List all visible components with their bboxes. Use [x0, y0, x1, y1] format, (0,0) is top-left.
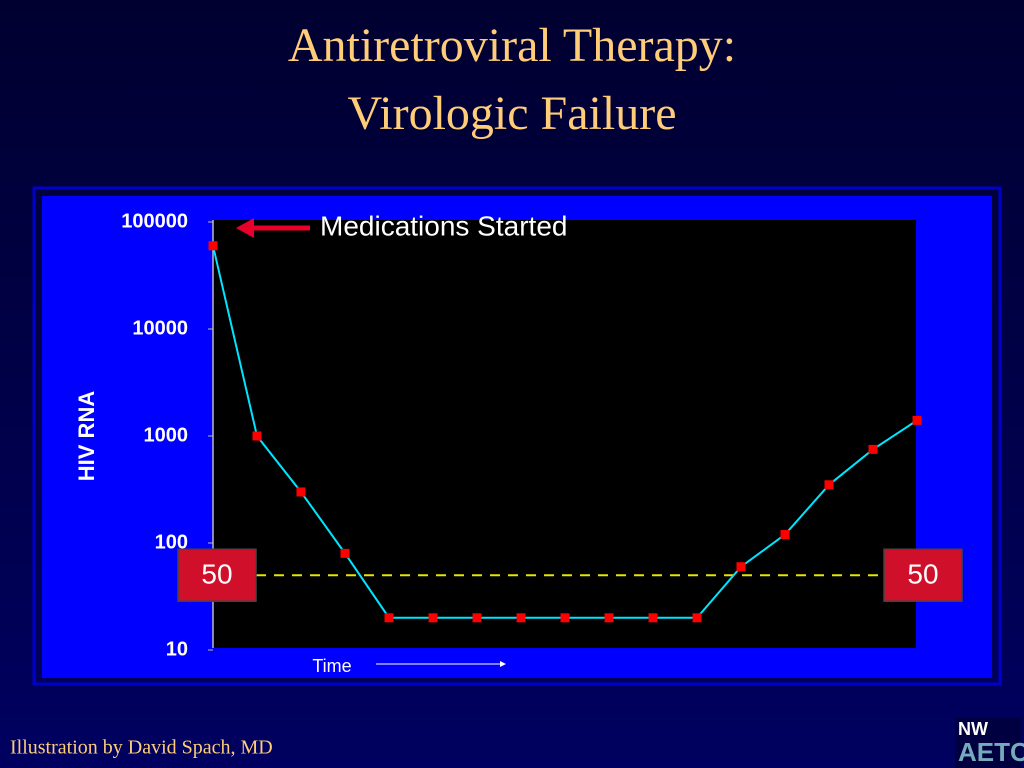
annotation-arrow-head [236, 218, 254, 238]
data-point [340, 548, 350, 558]
data-point [604, 613, 614, 623]
data-point [472, 613, 482, 623]
data-point [428, 613, 438, 623]
annotation: Medications Started [320, 210, 567, 241]
logo-text: AETC [958, 737, 1024, 767]
data-point [912, 415, 922, 425]
data-point [648, 613, 658, 623]
data-point [736, 562, 746, 572]
y-axis-label: HIV RNA [74, 391, 99, 482]
data-point [296, 487, 306, 497]
credit: Illustration by David Spach, MD [10, 737, 273, 759]
title-line: Antiretroviral Therapy: [288, 19, 736, 72]
logo-text: NW [958, 719, 988, 739]
threshold-label: 50 [201, 559, 232, 590]
y-tick-label: 10000 [132, 317, 188, 339]
x-axis-label: Time [312, 656, 351, 676]
data-point [384, 613, 394, 623]
y-tick-label: 10 [166, 638, 188, 660]
data-point [692, 613, 702, 623]
y-tick-label: 1000 [144, 424, 189, 446]
plot-area [213, 220, 916, 648]
threshold-box [177, 548, 257, 602]
panel-border [32, 186, 1002, 686]
data-point [516, 613, 526, 623]
threshold-label: 50 [907, 559, 938, 590]
data-point [560, 613, 570, 623]
data-point [208, 241, 218, 251]
time-arrow-head [500, 661, 506, 667]
data-point [824, 480, 834, 490]
data-point [780, 530, 790, 540]
data-point [868, 444, 878, 454]
logo-box [955, 718, 1021, 768]
title-line: Virologic Failure [347, 87, 676, 140]
threshold-box [883, 548, 963, 602]
y-tick-label: 100 [155, 531, 188, 553]
data-point [252, 431, 262, 441]
y-tick-label: 100000 [121, 210, 188, 232]
